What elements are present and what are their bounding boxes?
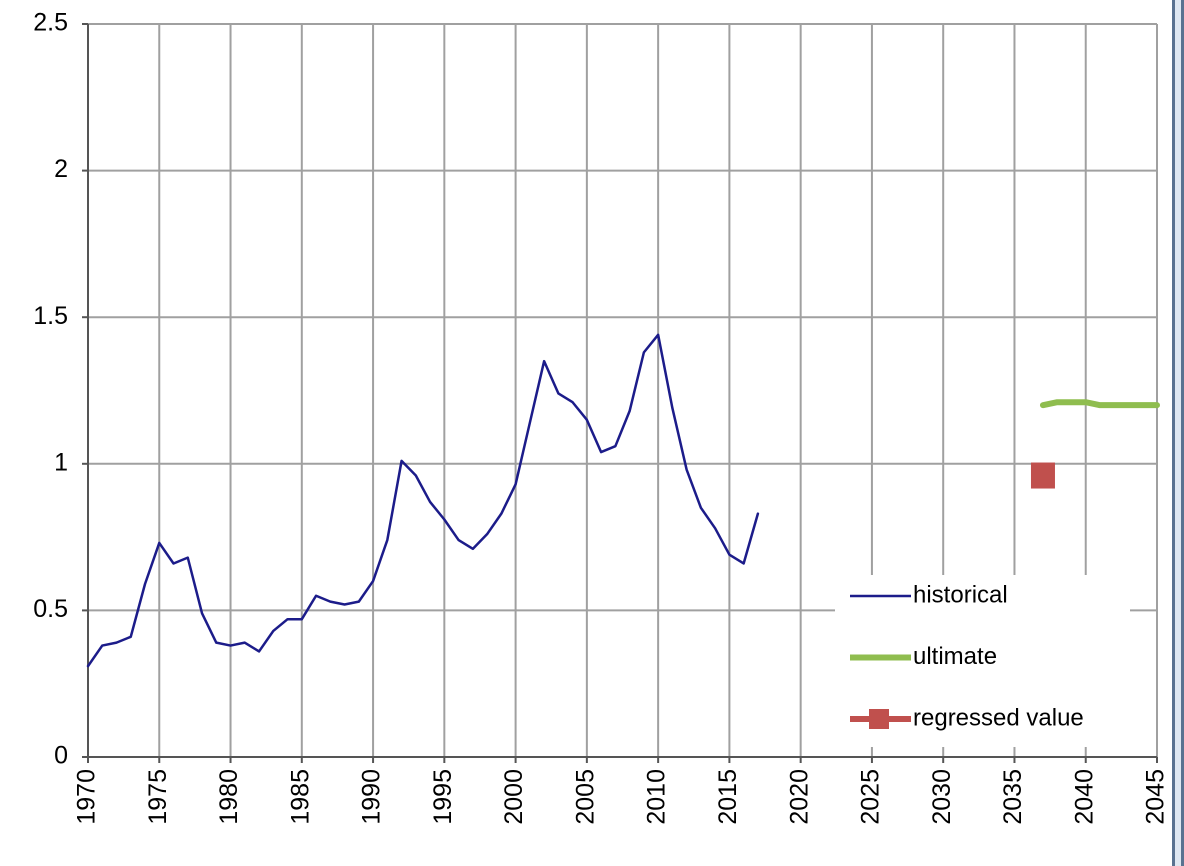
- legend-label: regressed value: [913, 704, 1084, 731]
- legend-marker: [869, 709, 889, 729]
- y-tick-label: 0: [54, 742, 68, 770]
- y-tick-label: 1: [54, 448, 68, 476]
- x-tick-label: 2030: [928, 769, 956, 825]
- window-border-inner: [1175, 0, 1181, 866]
- x-tick-label: 1980: [215, 769, 243, 825]
- y-tick-label: 0.5: [33, 595, 68, 623]
- x-tick-label: 2020: [785, 769, 813, 825]
- x-tick-label: 1985: [286, 769, 314, 825]
- x-tick-label: 1970: [73, 769, 101, 825]
- y-tick-label: 2: [54, 155, 68, 183]
- x-tick-label: 2045: [1142, 769, 1170, 825]
- marker: [1030, 462, 1055, 489]
- x-tick-label: 2005: [571, 769, 599, 825]
- x-tick-label: 1975: [144, 769, 172, 825]
- x-tick-label: 2035: [999, 769, 1027, 825]
- y-tick-label: 2.5: [33, 9, 68, 37]
- series-line: [86, 333, 760, 668]
- series-line: [1039, 399, 1160, 409]
- x-tick-label: 2025: [857, 769, 885, 825]
- x-tick-label: 2000: [500, 769, 528, 825]
- y-tick-label: 1.5: [33, 302, 68, 330]
- legend-label: ultimate: [913, 643, 997, 670]
- x-tick-label: 1995: [429, 769, 457, 825]
- legend-label: historical: [913, 581, 1008, 608]
- x-tick-label: 1990: [358, 769, 386, 825]
- x-tick-label: 2040: [1070, 769, 1098, 825]
- x-tick-label: 2010: [643, 769, 671, 825]
- x-tick-label: 2015: [714, 769, 742, 825]
